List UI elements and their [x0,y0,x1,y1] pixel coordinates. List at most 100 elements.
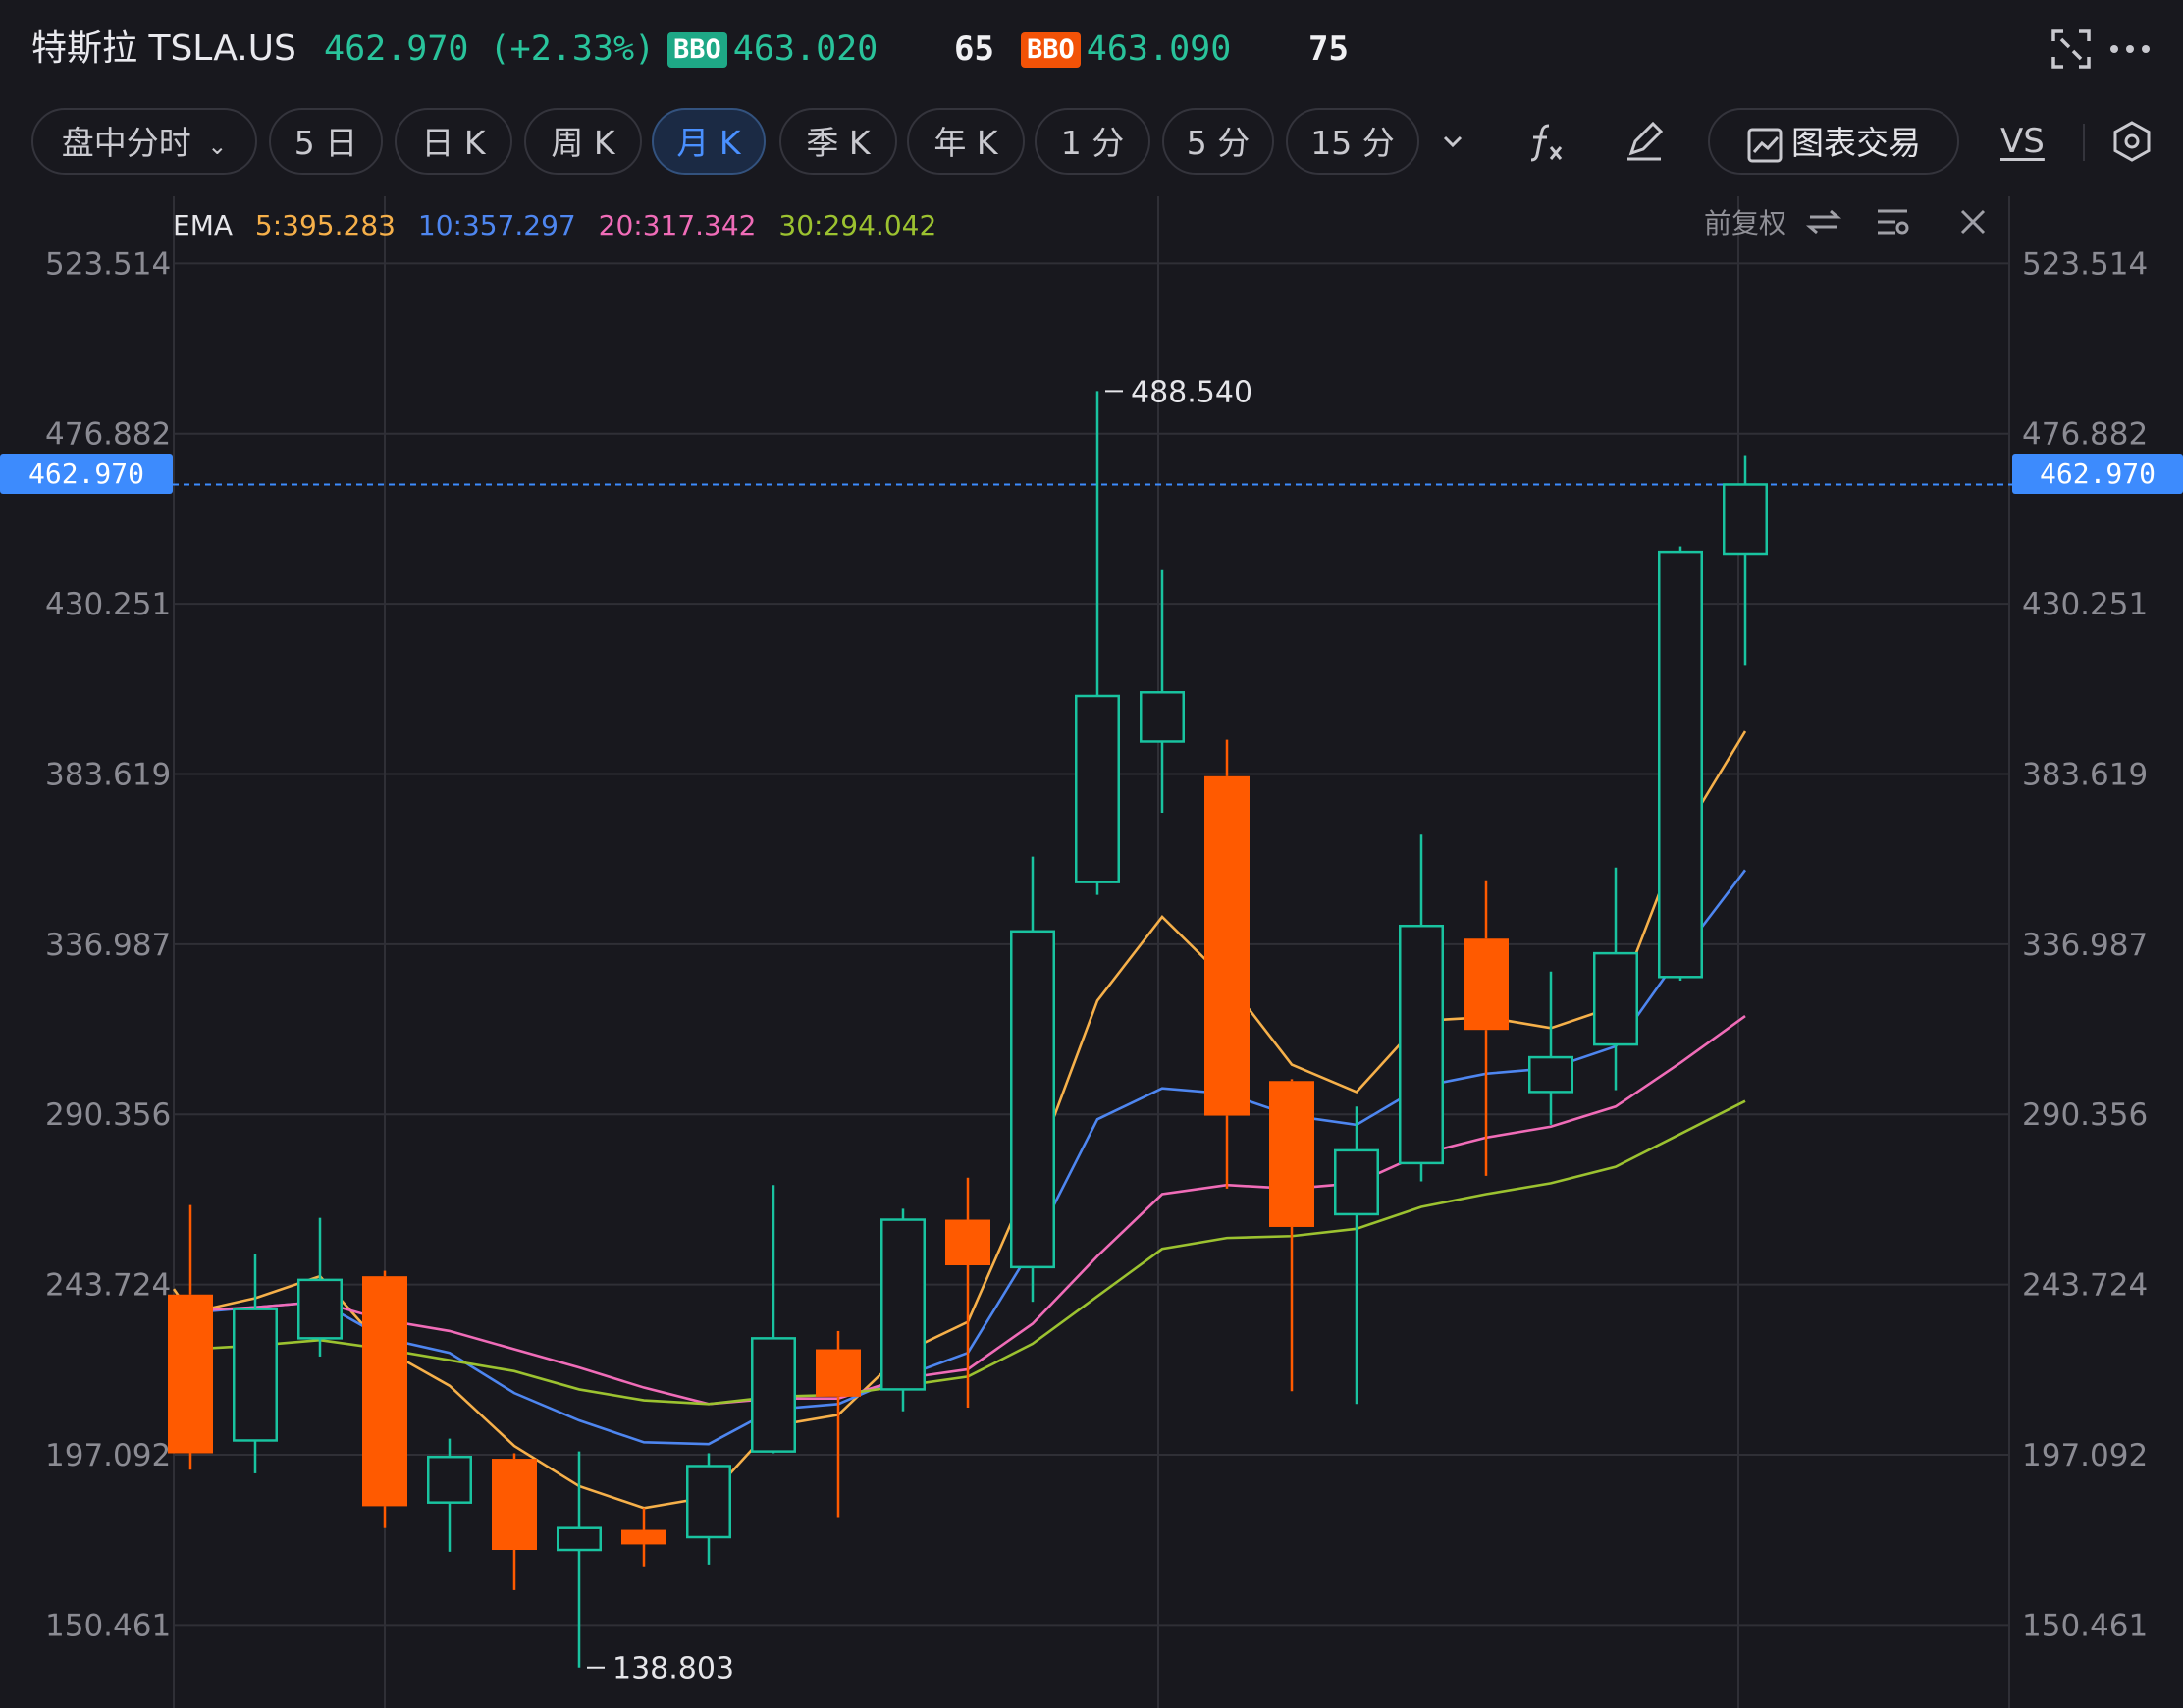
y-tick-right: 336.987 [2022,928,2148,963]
fullscreen-icon[interactable] [2048,26,2095,73]
y-axis-ticks: 523.514 523.514 476.882 476.882 430.251 430.2… [45,246,2148,1643]
candle-body-up [1334,1148,1379,1216]
candle-body-down [362,1276,407,1507]
candle [1334,1106,1379,1405]
bid-price: 463.020 [732,29,879,69]
ema10-value: 10:357.297 [417,209,576,241]
candle-body-down [945,1219,990,1266]
ema-lines [172,730,1747,1510]
y-tick-right: 430.251 [2022,587,2148,622]
candle-body-up [427,1455,472,1504]
y-tick-right: 243.724 [2022,1268,2148,1304]
candles [168,391,1768,1668]
candle [1399,834,1444,1182]
stock-name: 特斯拉 TSLA.US [31,22,296,77]
bid-qty: 65 [954,29,994,69]
bid-badge: BBO [667,32,727,68]
tab-daily-k[interactable]: 日 K [395,108,512,175]
candle-body-down [816,1349,861,1397]
candle-body-up [1658,550,1703,979]
candle-body-up [297,1278,343,1340]
ema20-value: 20:317.342 [598,209,757,241]
candle-body-up [1593,951,1638,1046]
candle [1010,856,1055,1303]
ema30-value: 30:294.042 [778,209,937,241]
y-tick-right: 197.092 [2022,1438,2148,1473]
candle-body-up [1723,483,1768,556]
tab-1min[interactable]: 1 分 [1035,108,1150,175]
candle-body-down [1204,775,1250,1116]
candle [427,1438,472,1552]
close-icon[interactable] [1953,202,1993,241]
last-price-value: 462.970 [324,29,469,69]
compare-vs-button[interactable]: VS [2000,122,2045,161]
ask-badge: BBO [1021,32,1081,68]
ema-legend-label: EMA [173,209,234,241]
candle [557,1451,602,1668]
pen-icon[interactable] [1622,120,1665,163]
candle [621,1508,666,1567]
candle [1658,546,1703,982]
tab-monthly-k[interactable]: 月 K [652,108,766,175]
stock-symbol: TSLA.US [148,28,296,69]
candle-body-down [168,1294,213,1454]
indicator-settings-icon[interactable] [1873,202,1912,241]
ema5-value: 5:395.283 [254,209,396,241]
tab-yearly-k[interactable]: 年 K [907,108,1025,175]
tab-5min[interactable]: 5 分 [1162,108,1274,175]
bid-quote: BBO 463.020 [667,22,878,77]
y-tick-right: 476.882 [2022,417,2148,453]
candle-body-up [1399,924,1444,1165]
more-periods-chevron-icon[interactable] [1431,120,1474,163]
candle [1528,971,1573,1125]
candle [816,1330,861,1518]
y-tick-left: 197.092 [45,1438,171,1473]
ema-line-ema20 [173,1015,1746,1406]
candle-body-up [880,1218,926,1391]
max-label: 488.540 [1131,375,1252,409]
candle-body-down [621,1529,666,1545]
candle [1269,1079,1314,1392]
y-tick-left: 336.987 [45,928,171,963]
more-icon[interactable] [2106,26,2154,73]
chart-trade-label: 图表交易 [1791,124,1921,162]
candle-body-down [492,1459,537,1551]
candle-body-up [1010,930,1055,1269]
ask-quote: BBO 463.090 [1021,22,1231,77]
swap-icon[interactable] [1804,202,1843,241]
price-annotations: 488.540 138.803 [587,375,1252,1686]
candle [492,1453,537,1590]
y-tick-left: 243.724 [45,1268,171,1304]
candle-body-up [686,1465,731,1539]
function-icon[interactable] [1523,120,1567,163]
tab-15min[interactable]: 15 分 [1286,108,1419,175]
adjust-mode-label: 前复权 [1704,207,1787,240]
tab-weekly-k[interactable]: 周 K [524,108,642,175]
chart-trade-button[interactable]: 图表交易 [1708,108,1959,175]
y-tick-left: 383.619 [45,757,171,792]
y-tick-left: 290.356 [45,1097,171,1133]
candle [880,1208,926,1412]
settings-icon[interactable] [2110,120,2154,163]
candle [362,1270,407,1528]
tab-intraday[interactable]: 盘中分时 ⌄ [31,108,257,175]
candle-body-up [557,1526,602,1552]
candle [1204,739,1250,1189]
y-tick-right: 150.461 [2022,1608,2148,1643]
candle [233,1254,278,1473]
quote-header: 特斯拉 TSLA.US 462.970 (+2.33%) BBO 463.020 … [0,0,2183,98]
tab-5day[interactable]: 5 日 [269,108,383,175]
y-tick-left: 523.514 [45,246,171,282]
candle [1464,880,1509,1176]
y-tick-right: 290.356 [2022,1097,2148,1133]
candle-body-up [233,1308,278,1442]
candle-body-up [1075,694,1120,883]
tab-quarterly-k[interactable]: 季 K [779,108,897,175]
adjust-mode-button[interactable]: 前复权 [1704,202,1786,245]
candle-body-up [751,1337,796,1453]
last-price: 462.970 (+2.33%) [324,22,655,77]
y-tick-right: 383.619 [2022,757,2148,792]
y-tick-left: 150.461 [45,1608,171,1643]
candle [1593,867,1638,1091]
